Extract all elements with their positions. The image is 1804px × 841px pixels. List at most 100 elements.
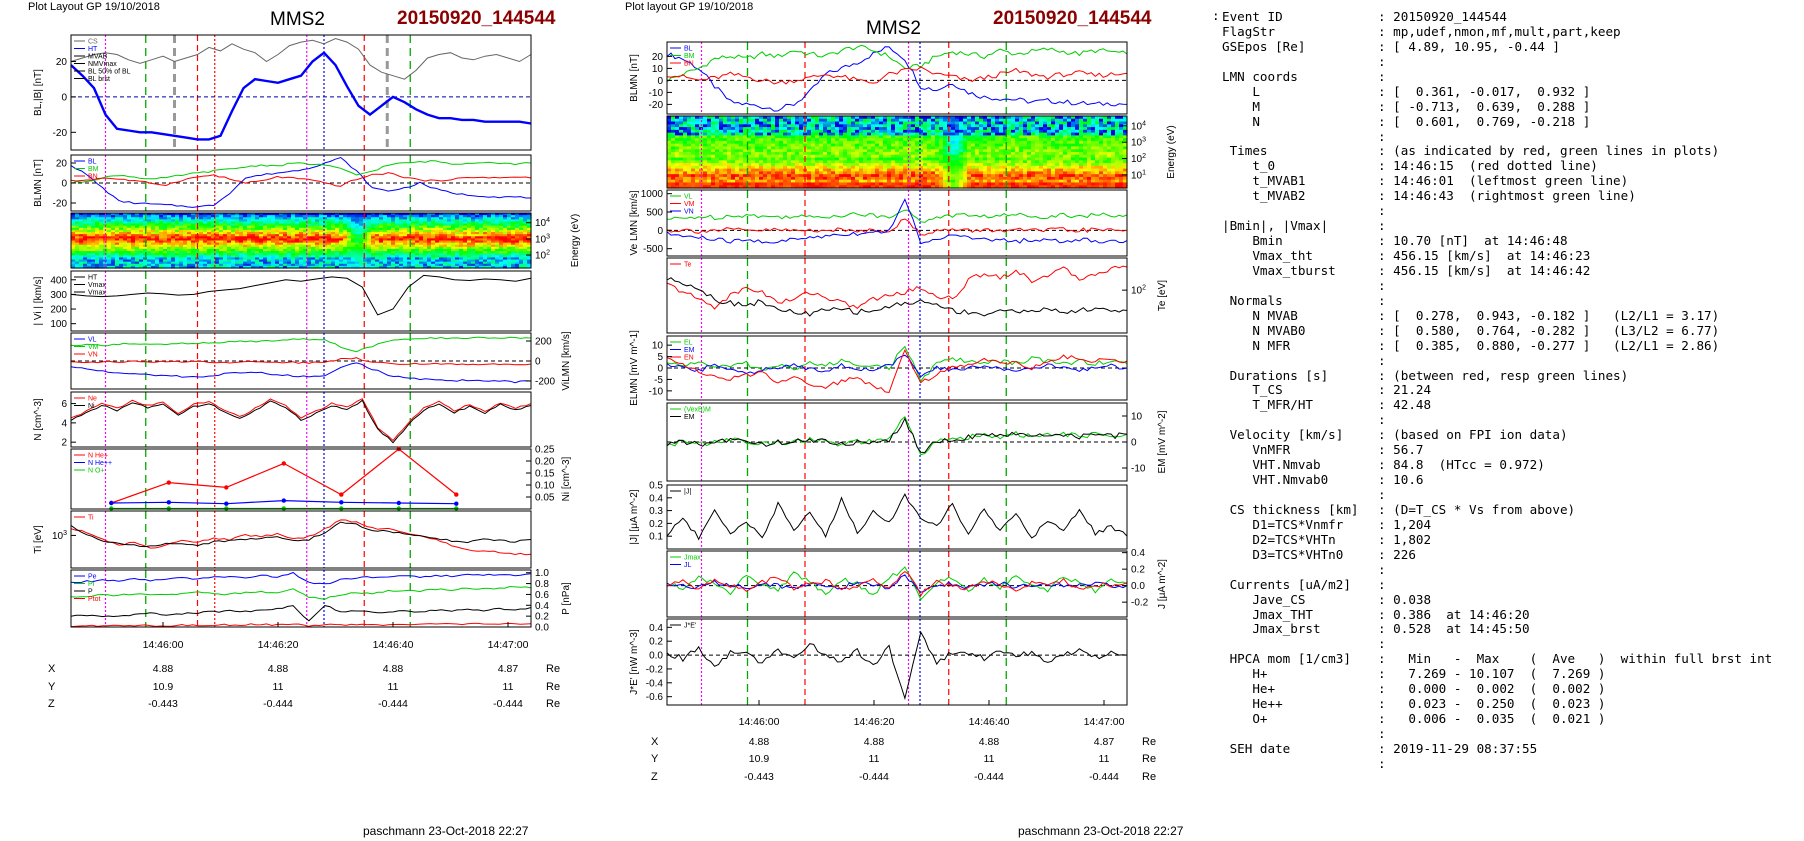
spectrogram-cell bbox=[199, 246, 204, 250]
spectrogram-cell bbox=[159, 261, 164, 265]
spectrogram-cell bbox=[323, 215, 328, 218]
spectrogram-cell bbox=[83, 227, 88, 231]
spectrogram-cell bbox=[83, 240, 88, 244]
spectrogram-cell bbox=[139, 246, 144, 250]
spectrogram-cell bbox=[107, 221, 112, 225]
spectrogram-cell bbox=[243, 221, 248, 225]
spectrogram-cell bbox=[247, 213, 252, 216]
spectrogram-cell bbox=[91, 242, 96, 246]
spectrogram-cell bbox=[155, 215, 160, 218]
spectrogram-cell bbox=[155, 246, 160, 250]
spectrogram-cell bbox=[87, 223, 92, 227]
spectrogram-cell bbox=[287, 265, 292, 269]
spectrogram-cell bbox=[287, 238, 292, 242]
spectrogram-cell bbox=[191, 246, 196, 250]
spectrogram-cell bbox=[223, 238, 228, 242]
spectrogram-cell bbox=[175, 242, 180, 246]
spectrogram-cell bbox=[75, 240, 80, 244]
spectrogram-cell bbox=[303, 240, 308, 244]
spectrogram-cell bbox=[279, 265, 284, 269]
spectrogram-cell bbox=[211, 229, 216, 233]
spectrogram-spec_el bbox=[667, 116, 1128, 189]
spectrogram-cell bbox=[203, 238, 208, 242]
spectrogram-cell bbox=[83, 236, 88, 239]
spectrogram-cell bbox=[103, 246, 108, 250]
spectrogram-cell bbox=[159, 217, 164, 220]
spectrogram-cell bbox=[119, 225, 124, 229]
spectrogram-cell bbox=[115, 236, 120, 239]
spectrogram-cell bbox=[247, 255, 252, 259]
spectrogram-cell bbox=[323, 225, 328, 229]
spectrogram-cell bbox=[159, 253, 164, 256]
spectrogram-cell bbox=[235, 257, 240, 261]
spectrogram-cell bbox=[247, 257, 252, 261]
spectrogram-cell bbox=[75, 263, 80, 267]
spectrogram-cell bbox=[167, 238, 172, 242]
spectrogram-cell bbox=[311, 236, 316, 239]
spectrogram-cell bbox=[263, 261, 268, 265]
spectrogram-cell bbox=[87, 225, 92, 229]
spectrogram-cell bbox=[235, 236, 240, 239]
spectrogram-cell bbox=[107, 259, 112, 263]
spectrogram-cell bbox=[223, 248, 228, 252]
spectrogram-cell bbox=[227, 242, 232, 246]
spectrogram-cell bbox=[99, 259, 104, 263]
spectrogram-cell bbox=[135, 263, 140, 267]
spectrogram-cell bbox=[211, 234, 216, 237]
spectrogram-cell bbox=[323, 255, 328, 259]
spectrogram-cell bbox=[255, 263, 260, 267]
spectrogram-cell bbox=[307, 261, 312, 265]
spectrogram-cell bbox=[75, 251, 80, 254]
spectrogram-cell bbox=[191, 240, 196, 244]
spectrogram-cell bbox=[231, 236, 236, 239]
spectrogram-cell bbox=[243, 261, 248, 265]
spectrogram-cell bbox=[187, 265, 192, 269]
spectrogram-cell bbox=[247, 236, 252, 239]
spectrogram-cell bbox=[295, 257, 300, 261]
spectrogram-cell bbox=[315, 223, 320, 227]
spectrogram-cell bbox=[223, 213, 228, 216]
spectrogram-cell bbox=[123, 236, 128, 239]
spectrogram-cell bbox=[99, 227, 104, 231]
spectrogram-cell bbox=[99, 236, 104, 239]
spectrogram-cell bbox=[171, 263, 176, 267]
spectrogram-cell bbox=[227, 261, 232, 265]
spectrogram-cell bbox=[203, 244, 208, 248]
spectrogram-cell bbox=[155, 240, 160, 244]
spectrogram-cell bbox=[139, 219, 144, 223]
spectrogram-cell bbox=[311, 244, 316, 248]
spectrogram-cell bbox=[187, 213, 192, 216]
spectrogram-cell bbox=[287, 259, 292, 263]
spectrogram-cell bbox=[311, 242, 316, 246]
spectrogram-cell bbox=[127, 238, 132, 242]
spectrogram-cell bbox=[287, 223, 292, 227]
spectrogram-cell bbox=[99, 238, 104, 242]
spectrogram-cell bbox=[223, 221, 228, 225]
spectrogram-cell bbox=[183, 244, 188, 248]
spectrogram-cell bbox=[219, 217, 224, 220]
spectrogram-cell bbox=[135, 248, 140, 252]
spectrogram-cell bbox=[275, 213, 280, 216]
spectrogram-cell bbox=[135, 261, 140, 265]
spectrogram-cell bbox=[295, 253, 300, 256]
spectrogram-cell bbox=[167, 253, 172, 256]
spectrogram-cell bbox=[139, 217, 144, 220]
spectrogram-cell bbox=[119, 238, 124, 242]
spectrogram-cell bbox=[307, 251, 312, 254]
spectrogram-cell bbox=[95, 215, 100, 218]
spectrogram-cell bbox=[303, 244, 308, 248]
spectrogram-cell bbox=[303, 229, 308, 233]
spectrogram-cell bbox=[295, 248, 300, 252]
spectrogram-cell bbox=[131, 244, 136, 248]
spectrogram-cell bbox=[215, 248, 220, 252]
y-tick-label: 0 bbox=[61, 179, 67, 190]
spectrogram-cell bbox=[103, 255, 108, 259]
spectrogram-cell bbox=[311, 229, 316, 233]
spectrogram-cell bbox=[167, 265, 172, 269]
spectrogram-cell bbox=[215, 227, 220, 231]
spectrogram-cell bbox=[259, 238, 264, 242]
spectrogram-cell bbox=[111, 263, 116, 267]
spectrogram-cell bbox=[259, 234, 264, 237]
spectrogram-cell bbox=[295, 238, 300, 242]
spectrogram-cell bbox=[295, 217, 300, 220]
